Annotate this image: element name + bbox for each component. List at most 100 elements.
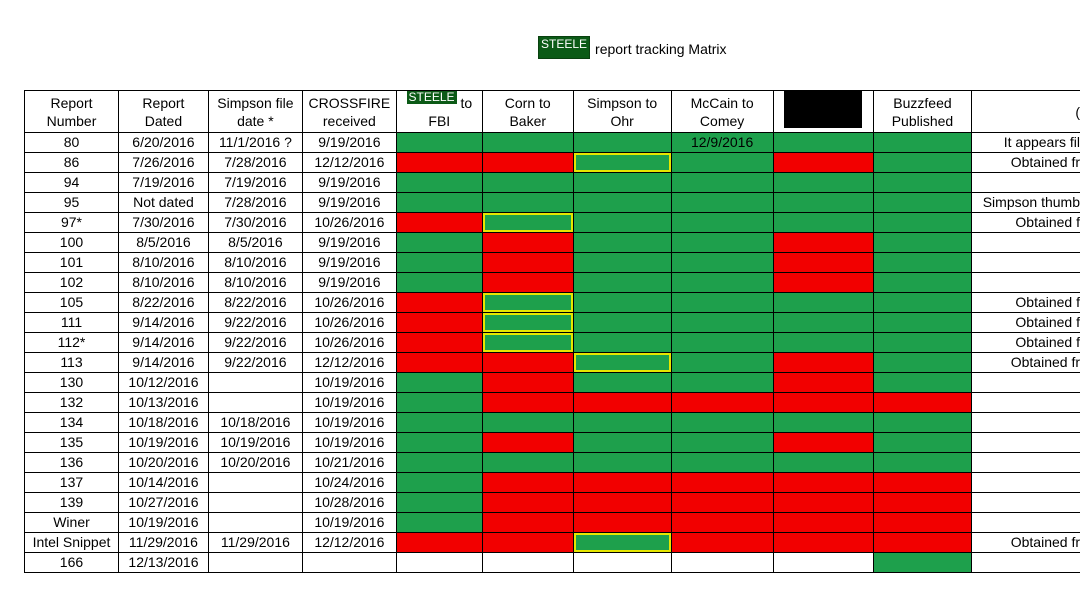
simpson-to-ohr-status: [572, 432, 672, 453]
report-number-cell: 100: [24, 232, 119, 253]
simpson-file-date-cell: [207, 472, 303, 493]
corn-to-baker-status: [481, 352, 574, 373]
header-crossfire-received: CROSSFIRE received: [301, 90, 397, 133]
mccain-to-comey-status: [670, 412, 774, 433]
simpson-file-date-cell: 7/28/2016: [207, 152, 303, 173]
notes-cell: Obtained f: [971, 292, 1080, 313]
steele-to-fbi-status: [395, 412, 483, 433]
notes-cell: Obtained f: [971, 332, 1080, 353]
crossfire-received-cell: 10/26/2016: [301, 292, 397, 313]
redacted-column-status: [772, 292, 874, 313]
mccain-to-comey-status: [670, 172, 774, 193]
redacted-column-status: [772, 272, 874, 293]
simpson-file-date-cell: 9/22/2016: [207, 332, 303, 353]
report-number-cell: 136: [24, 452, 119, 473]
header-simpson-ohr-line2: Ohr: [610, 112, 634, 129]
buzzfeed-published-status: [872, 352, 973, 373]
buzzfeed-published-status: [872, 332, 973, 353]
buzzfeed-published-status: [872, 212, 973, 233]
simpson-to-ohr-status: [572, 332, 672, 353]
header-buzzfeed-line1: Buzzfeed: [893, 94, 952, 111]
redacted-column-status: [772, 432, 874, 453]
buzzfeed-published-status: [872, 252, 973, 273]
notes-cell: [971, 252, 1080, 273]
crossfire-received-cell: 10/19/2016: [301, 432, 397, 453]
table-row: 139 10/27/2016 10/28/2016: [24, 492, 1080, 513]
crossfire-received-cell: 9/19/2016: [301, 272, 397, 293]
corn-to-baker-status: [481, 252, 574, 273]
steele-to-fbi-status: [395, 372, 483, 393]
header-report-dated: Report Dated: [117, 90, 209, 133]
report-dated-cell: 7/19/2016: [117, 172, 209, 193]
header-report-dated-line2: Dated: [144, 112, 183, 129]
table-row: 111 9/14/2016 9/22/2016 10/26/2016 Obtained …: [24, 312, 1080, 333]
report-number-cell: 97*: [24, 212, 119, 233]
redacted-column-status: [772, 232, 874, 253]
corn-to-baker-status: [481, 132, 574, 153]
redacted-column-status: [772, 512, 874, 533]
report-dated-cell: 9/14/2016: [117, 312, 209, 333]
buzzfeed-published-status: [872, 292, 973, 313]
report-dated-cell: 8/5/2016: [117, 232, 209, 253]
simpson-file-date-cell: 7/28/2016: [207, 192, 303, 213]
mccain-to-comey-status: [670, 292, 774, 313]
mccain-to-comey-status: [670, 212, 774, 233]
simpson-file-date-cell: [207, 492, 303, 513]
mccain-to-comey-status: 12/9/2016: [670, 132, 774, 153]
redacted-column-status: [772, 172, 874, 193]
buzzfeed-published-status: [872, 492, 973, 513]
simpson-to-ohr-status: [572, 492, 672, 513]
simpson-to-ohr-status: [572, 552, 672, 573]
buzzfeed-published-status: [872, 552, 973, 573]
buzzfeed-published-status: [872, 412, 973, 433]
report-dated-cell: 7/26/2016: [117, 152, 209, 173]
header-steele-to-fbi: STEELE to FBI: [395, 90, 483, 133]
simpson-file-date-cell: [207, 372, 303, 393]
corn-to-baker-status: [481, 492, 574, 513]
header-simpson-file-date: Simpson file date *: [207, 90, 303, 133]
table-row: 105 8/22/2016 8/22/2016 10/26/2016 Obtained …: [24, 292, 1080, 313]
notes-cell: Obtained f: [971, 312, 1080, 333]
notes-cell: [971, 232, 1080, 253]
simpson-to-ohr-status: [572, 172, 672, 193]
mccain-to-comey-status: [670, 452, 774, 473]
crossfire-received-cell: 10/26/2016: [301, 212, 397, 233]
crossfire-received-cell: 10/28/2016: [301, 492, 397, 513]
header-mccain-to-comey: McCain to Comey: [670, 90, 774, 133]
corn-to-baker-status: [481, 512, 574, 533]
report-dated-cell: 10/18/2016: [117, 412, 209, 433]
redacted-column-status: [772, 192, 874, 213]
notes-cell: Obtained f: [971, 212, 1080, 233]
header-row: Report Number Report Dated Simpson file …: [24, 90, 1080, 133]
table-row: 134 10/18/2016 10/18/2016 10/19/2016: [24, 412, 1080, 433]
header-redacted: [772, 90, 874, 133]
corn-to-baker-status: [481, 172, 574, 193]
header-mccain-line2: Comey: [699, 112, 745, 129]
mccain-to-comey-status: [670, 272, 774, 293]
steele-to-fbi-status: [395, 212, 483, 233]
crossfire-received-cell: 10/19/2016: [301, 512, 397, 533]
redacted-column-status: [772, 212, 874, 233]
corn-to-baker-status: [481, 332, 574, 353]
redacted-column-status: [772, 352, 874, 373]
buzzfeed-published-status: [872, 512, 973, 533]
crossfire-received-cell: 10/24/2016: [301, 472, 397, 493]
report-dated-cell: 8/22/2016: [117, 292, 209, 313]
simpson-to-ohr-status: [572, 472, 672, 493]
notes-cell: Obtained fr: [971, 152, 1080, 173]
report-number-cell: 135: [24, 432, 119, 453]
report-dated-cell: 10/19/2016: [117, 432, 209, 453]
report-number-cell: 80: [24, 132, 119, 153]
corn-to-baker-status: [481, 432, 574, 453]
notes-cell: Simpson thumb: [971, 192, 1080, 213]
simpson-to-ohr-status: [572, 192, 672, 213]
report-number-cell: Intel Snippet: [24, 532, 119, 553]
table-row: 97* 7/30/2016 7/30/2016 10/26/2016 Obtained …: [24, 212, 1080, 233]
corn-to-baker-status: [481, 472, 574, 493]
redacted-column-status: [772, 372, 874, 393]
report-dated-cell: 12/13/2016: [117, 552, 209, 573]
header-corn-to-baker: Corn to Baker: [481, 90, 574, 133]
notes-cell: [971, 472, 1080, 493]
report-number-cell: 166: [24, 552, 119, 573]
simpson-to-ohr-status: [572, 292, 672, 313]
